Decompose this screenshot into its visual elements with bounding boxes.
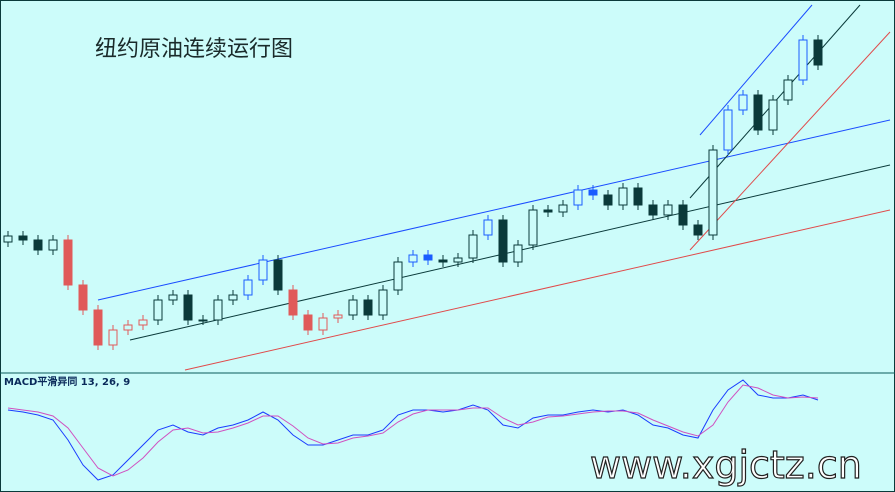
- candle-body: [213, 299, 223, 321]
- candle-body: [123, 324, 133, 331]
- trend-line: [184, 209, 891, 371]
- candle-body: [228, 294, 238, 301]
- candle-body: [648, 204, 658, 216]
- candle-body: [3, 235, 13, 243]
- candle-body: [468, 234, 478, 259]
- candle-body: [453, 257, 463, 263]
- macd-line: [7, 379, 819, 481]
- candle-body: [153, 299, 163, 321]
- candle-body: [63, 239, 73, 286]
- candle-body: [813, 39, 823, 66]
- candle-body: [198, 319, 208, 322]
- candle-body: [333, 314, 343, 319]
- candle-body: [393, 261, 403, 291]
- candle-body: [498, 219, 508, 263]
- candle-body: [798, 39, 808, 81]
- candle-body: [138, 319, 148, 326]
- trend-line: [689, 31, 891, 251]
- candle-body: [768, 99, 778, 131]
- candle-body: [543, 209, 553, 213]
- candle-body: [108, 329, 118, 346]
- candle-body: [678, 204, 688, 226]
- candle-body: [723, 109, 733, 151]
- candle-body: [513, 244, 523, 263]
- candle-body: [288, 289, 298, 316]
- macd-line: [7, 384, 819, 477]
- trend-line: [699, 4, 813, 136]
- candle-body: [528, 209, 538, 246]
- candle-body: [378, 289, 388, 316]
- candle-body: [753, 94, 763, 131]
- candle-body: [738, 94, 748, 111]
- candle-body: [693, 224, 703, 236]
- candle-body: [18, 235, 28, 241]
- candle-body: [168, 294, 178, 301]
- candle-body: [708, 149, 718, 236]
- candle-body: [633, 187, 643, 206]
- candle-body: [48, 239, 58, 251]
- candle-body: [588, 189, 598, 196]
- candle-body: [438, 259, 448, 263]
- candle-body: [363, 299, 373, 316]
- candle-body: [273, 259, 283, 291]
- candle-body: [33, 239, 43, 251]
- candle-body: [78, 284, 88, 311]
- candle-body: [483, 219, 493, 236]
- trend-line: [129, 164, 891, 341]
- candle-body: [603, 194, 613, 206]
- candle-body: [318, 317, 328, 331]
- chart-title: 纽约原油连续运行图: [95, 37, 293, 62]
- candle-body: [618, 187, 628, 206]
- candle-body: [243, 279, 253, 296]
- candle-body: [783, 79, 793, 101]
- candle-body: [183, 294, 193, 321]
- candle-body: [573, 189, 583, 206]
- candle-body: [93, 309, 103, 346]
- candle-body: [348, 299, 358, 316]
- candle-body: [663, 204, 673, 216]
- trend-line: [97, 119, 891, 301]
- candle-body: [408, 254, 418, 263]
- candle-body: [423, 254, 433, 261]
- candle-body: [558, 204, 568, 213]
- candle-body: [303, 314, 313, 331]
- candle-body: [258, 259, 268, 281]
- watermark: www.xgjctz.cn: [590, 443, 862, 487]
- indicator-title: MACD平滑异同 13, 26, 9: [4, 375, 130, 388]
- marks: [3, 35, 823, 481]
